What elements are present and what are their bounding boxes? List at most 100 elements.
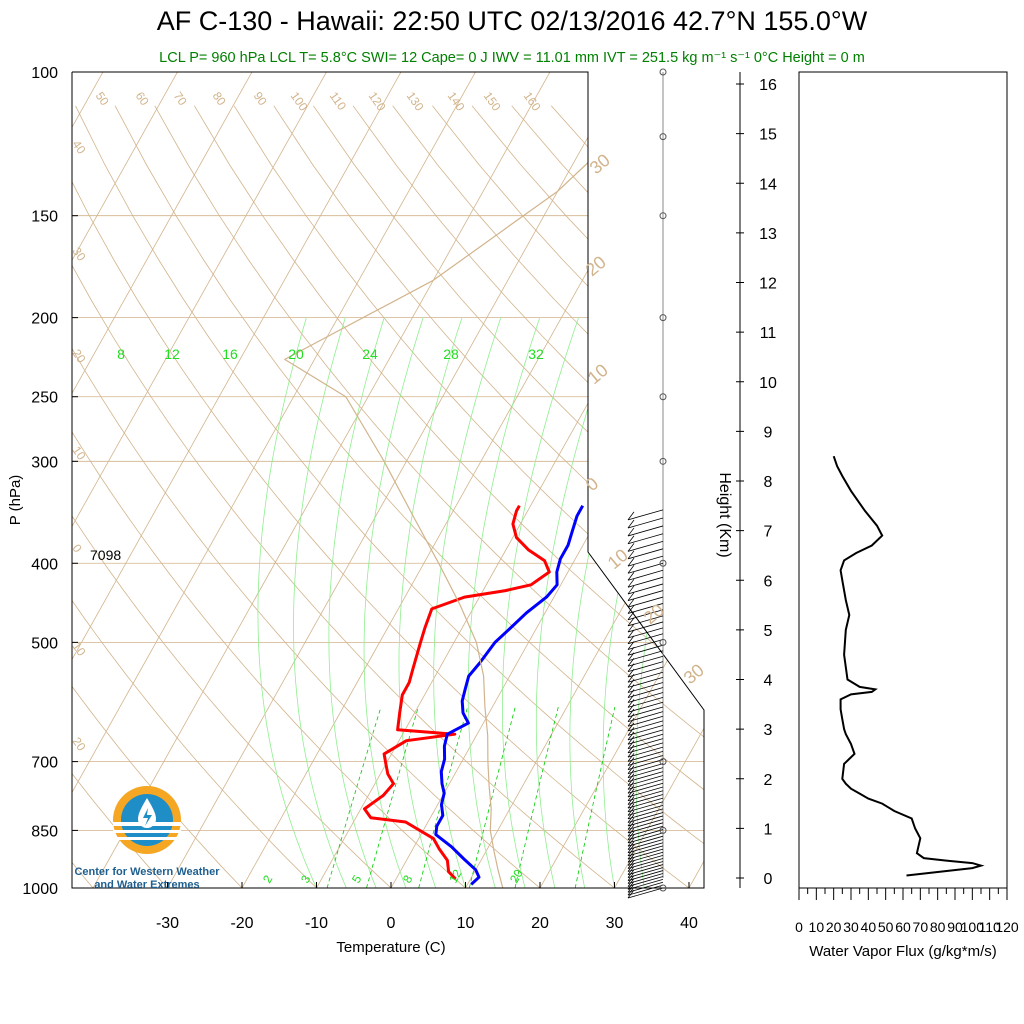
wind-barb-flag bbox=[627, 565, 635, 574]
skewt-grid bbox=[72, 54, 1024, 905]
wind-barb bbox=[627, 790, 664, 802]
y-tick-label: 100 bbox=[31, 65, 58, 82]
height-tick-label: 11 bbox=[760, 325, 777, 342]
wind-barb-flag bbox=[627, 617, 635, 627]
wind-barb-flag bbox=[627, 511, 635, 521]
wind-barb-flag bbox=[627, 550, 635, 560]
isotherm-top-label: 90 bbox=[251, 89, 270, 108]
isotherm-line bbox=[72, 72, 188, 888]
moist-adiabat-label: 10 bbox=[604, 545, 632, 573]
dry-adiabat-line bbox=[471, 105, 704, 888]
isotherm-top-label: 160 bbox=[521, 89, 544, 114]
x-tick-label: -10 bbox=[305, 915, 328, 932]
wind-barb-flag bbox=[627, 773, 635, 782]
isotherm-top-label: 140 bbox=[445, 89, 468, 114]
isotherm-line bbox=[72, 72, 263, 888]
wind-barb-flag bbox=[627, 708, 635, 718]
wind-barb bbox=[627, 794, 664, 805]
wind-calm-marker bbox=[659, 457, 667, 465]
wind-calm-marker bbox=[659, 884, 667, 892]
height-tick-label: 12 bbox=[759, 276, 777, 293]
isotherm-line bbox=[455, 72, 704, 888]
wind-barb bbox=[627, 775, 664, 786]
wind-barb bbox=[627, 555, 664, 567]
series-temperature-line bbox=[363, 504, 551, 881]
wind-barb bbox=[627, 682, 664, 693]
wind-barb-flag bbox=[627, 713, 635, 722]
series-parcel-line bbox=[284, 72, 685, 888]
mixing-ratio-bottom-label: 8 bbox=[400, 872, 416, 885]
wind-barb-flag bbox=[627, 722, 635, 732]
isotherm-line bbox=[72, 72, 486, 888]
isotherm-top-label: 150 bbox=[481, 89, 504, 114]
wind-barb bbox=[627, 509, 664, 521]
height-tick-label: 10 bbox=[759, 375, 777, 392]
wind-barb-flag bbox=[627, 777, 635, 786]
flux-x-tick-label: 110 bbox=[979, 919, 1002, 935]
moist-adiabat-line bbox=[535, 317, 618, 888]
isotherm-top-label: 70 bbox=[171, 89, 190, 108]
dry-adiabat-line bbox=[392, 105, 704, 888]
wind-barb bbox=[627, 829, 664, 840]
wind-barbs bbox=[627, 68, 667, 899]
wind-barb-flag bbox=[627, 646, 635, 656]
wind-barb bbox=[627, 867, 664, 878]
wind-barb-flag bbox=[627, 761, 635, 770]
dry-adiabat-line bbox=[273, 105, 704, 888]
moist-adiabat-label: 30 bbox=[680, 660, 708, 688]
wind-barb-flag bbox=[627, 578, 635, 588]
flux-x-tick-label: 50 bbox=[878, 919, 894, 935]
wind-barb-flag bbox=[627, 718, 635, 727]
dry-adiabat-line bbox=[551, 105, 704, 888]
wind-barb bbox=[627, 639, 664, 650]
wind-barb bbox=[627, 583, 664, 595]
mixing-ratio-label: 16 bbox=[222, 346, 238, 362]
mixing-ratio-bottom-label: 20 bbox=[507, 867, 526, 886]
y-tick-label: 300 bbox=[31, 454, 58, 471]
isotherm-line bbox=[754, 54, 1024, 905]
isotherm-top-label: 110 bbox=[327, 89, 350, 113]
x-tick-label: 0 bbox=[387, 915, 396, 932]
wind-barb bbox=[627, 715, 664, 727]
mixing-ratio-label: 8 bbox=[117, 346, 125, 362]
x-tick-label: -30 bbox=[156, 915, 179, 932]
wind-barb bbox=[627, 576, 664, 588]
y-tick-label: 850 bbox=[31, 823, 58, 840]
flux-x-tick-label: 60 bbox=[895, 919, 911, 935]
wind-barb bbox=[627, 666, 664, 678]
wind-barb-flag bbox=[627, 623, 635, 633]
moist-adiabat-line bbox=[433, 317, 502, 888]
wind-barb bbox=[627, 842, 664, 854]
wind-barb bbox=[627, 746, 664, 758]
wind-barb bbox=[627, 615, 664, 627]
wind-barb bbox=[627, 763, 664, 775]
wind-barb bbox=[627, 832, 664, 844]
wind-calm-marker bbox=[659, 559, 667, 567]
dry-adiabat-line bbox=[630, 105, 704, 888]
wind-barb bbox=[627, 603, 664, 614]
moist-adiabat-line bbox=[328, 317, 385, 888]
x-tick-label: 10 bbox=[457, 915, 475, 932]
wind-barb-flag bbox=[627, 769, 635, 778]
isotherm-top-label: 60 bbox=[133, 89, 152, 108]
wind-barb bbox=[627, 804, 664, 816]
wind-barb bbox=[627, 851, 664, 863]
dry-adiabat-line bbox=[313, 105, 704, 888]
wind-barb bbox=[627, 879, 664, 890]
wind-barb bbox=[627, 562, 664, 574]
wind-barb bbox=[627, 725, 664, 736]
moist-adiabat-line bbox=[501, 317, 579, 888]
wind-barb bbox=[627, 733, 664, 745]
wind-barb bbox=[627, 621, 664, 633]
flux-x-tick-label: 100 bbox=[961, 919, 985, 935]
wind-barb bbox=[627, 742, 664, 754]
dry-adiabat-line bbox=[72, 105, 704, 888]
mixing-ratio-label: 28 bbox=[443, 346, 459, 362]
height-annotation: 7098 bbox=[90, 547, 121, 563]
dry-adiabat-line bbox=[154, 105, 704, 888]
mixing-ratio-bottom-label: 2 bbox=[260, 872, 276, 885]
wind-barb bbox=[627, 801, 664, 813]
wind-barb bbox=[627, 759, 664, 770]
